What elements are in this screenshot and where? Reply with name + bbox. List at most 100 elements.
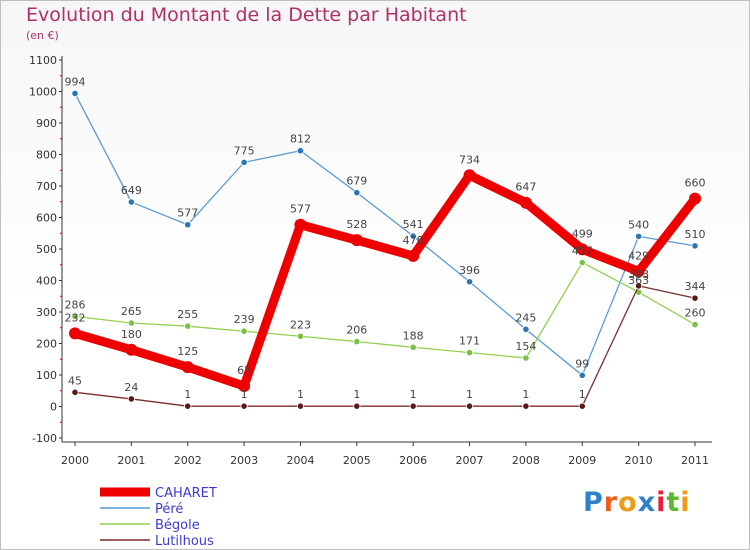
data-label: 540 [628, 218, 649, 231]
data-label: 1 [410, 388, 417, 401]
data-label: 499 [572, 227, 593, 240]
data-label: 245 [515, 311, 536, 324]
data-point [691, 320, 699, 329]
data-label: 1 [353, 388, 360, 401]
legend-label: Péré [155, 502, 183, 517]
data-label: 457 [572, 245, 593, 258]
data-point [578, 371, 586, 379]
data-label: 180 [121, 328, 142, 341]
data-label: 734 [459, 153, 480, 166]
y-tick-label: 200 [36, 338, 57, 351]
y-tick-label: 100 [36, 369, 57, 382]
y-tick-label: 300 [36, 306, 57, 319]
data-point [240, 402, 248, 410]
data-point [294, 218, 307, 231]
data-label: 125 [177, 345, 198, 358]
data-point [71, 89, 79, 97]
data-point [296, 332, 305, 340]
proxiti-logo: Proxiti [583, 487, 691, 518]
data-label: 223 [290, 318, 311, 331]
data-point [238, 380, 251, 393]
axes: -100 0 100 200 300 400 500 600 700 800 900 1000 1100… [29, 54, 712, 467]
data-point [296, 402, 305, 410]
data-label: 24 [124, 381, 138, 394]
data-point [519, 196, 532, 209]
data-point [184, 402, 192, 410]
logo-letter: x [637, 487, 657, 518]
data-point [576, 243, 589, 256]
data-point [409, 402, 417, 410]
data-label: 286 [65, 298, 86, 311]
y-tick-label: 800 [36, 149, 57, 162]
data-label: 1 [184, 388, 191, 401]
legend-label: CAHARET [155, 486, 217, 501]
data-point [465, 402, 474, 410]
x-tick-label: 2001 [117, 454, 145, 467]
data-point [465, 278, 474, 286]
data-point [350, 234, 363, 247]
data-label: 255 [177, 308, 198, 321]
data-label: 1 [297, 388, 304, 401]
x-tick-label: 2004 [286, 454, 314, 467]
data-label: 577 [177, 207, 198, 220]
logo-letter: i [656, 487, 667, 518]
data-point [353, 338, 361, 346]
data-label: 660 [685, 177, 706, 190]
data-label: 265 [121, 305, 142, 318]
data-label: 1 [241, 388, 248, 401]
data-point [69, 327, 81, 340]
data-label: 260 [685, 307, 706, 320]
logo-letter: t [666, 487, 681, 518]
data-point [184, 221, 192, 229]
data-point [127, 395, 135, 403]
data-label: 649 [121, 184, 142, 197]
legend-label: Bégole [155, 518, 200, 533]
data-label: 188 [403, 329, 424, 342]
data-labels: 994 649 577 775 812 679 541 396 245 99 540 510 286 26… [65, 75, 706, 401]
legend-label: Lutilhous [155, 534, 214, 549]
data-point [407, 249, 420, 262]
x-tick-label: 2002 [174, 454, 202, 467]
y-tick-label: -100 [32, 432, 57, 445]
series-line-bégole [74, 261, 696, 359]
data-label: 232 [65, 311, 86, 324]
data-point [578, 258, 586, 267]
data-point [409, 343, 417, 351]
x-tick-label: 2003 [230, 454, 258, 467]
data-point [632, 265, 645, 278]
data-label: 171 [459, 335, 480, 348]
data-label: 1 [466, 388, 473, 401]
x-tick-label: 2010 [625, 454, 653, 467]
logo-letter: P [583, 487, 604, 518]
data-label: 154 [515, 340, 536, 353]
y-tick-label: 900 [36, 117, 57, 130]
series-lines [69, 89, 701, 410]
x-tick-label: 2011 [681, 454, 709, 467]
data-label: 775 [234, 144, 255, 157]
y-tick-label: 600 [36, 212, 57, 225]
data-label: 1 [522, 388, 529, 401]
chart-title: Evolution du Montant de la Dette par Hab… [26, 4, 467, 26]
x-tick-label: 2006 [399, 454, 427, 467]
x-tick-label: 2005 [343, 454, 371, 467]
x-tick-label: 2008 [512, 454, 540, 467]
y-tick-label: 1000 [29, 86, 57, 99]
y-tick-label: 500 [36, 243, 57, 256]
data-point [635, 282, 643, 290]
data-point [465, 349, 474, 357]
data-point [691, 242, 699, 250]
x-tick-label: 2009 [568, 454, 596, 467]
x-tick-label: 2007 [456, 454, 484, 467]
data-label: 510 [685, 228, 706, 241]
data-point [353, 189, 361, 197]
data-label: 478 [403, 234, 424, 247]
data-label: 541 [403, 218, 424, 231]
data-label: 344 [685, 280, 706, 293]
data-label: 577 [290, 203, 311, 216]
data-label: 65 [237, 364, 251, 377]
data-point [125, 343, 138, 356]
chart-subtitle: (en €) [26, 29, 59, 42]
data-label: 679 [346, 175, 367, 188]
